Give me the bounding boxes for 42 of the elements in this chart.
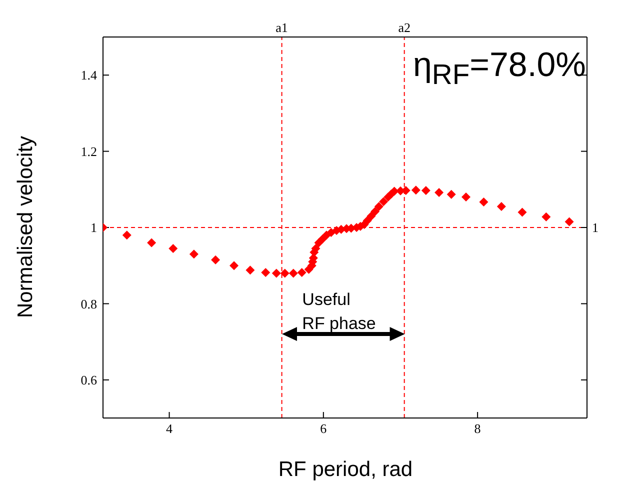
x-tick-label: 6 [320,421,328,436]
point [462,192,470,202]
point [272,268,281,278]
point [122,230,132,240]
ref-line-label: 1 [592,220,598,236]
y-tick-label: 1 [90,220,97,236]
point [297,268,306,277]
point [366,212,376,221]
point [479,197,488,206]
x-tick-label: 4 [166,421,174,436]
y-tick-label: 0.8 [80,296,97,312]
point [147,238,156,248]
y-tick-label: 1.2 [80,144,97,159]
y-tick-label: 1.4 [80,68,98,83]
annotation: Useful RF phase [302,289,376,336]
point [246,266,255,275]
x-tick-label: 8 [474,421,481,436]
y-axis-title: Normalised velocity [14,136,38,318]
point [288,268,298,278]
point [370,207,380,216]
point [362,216,372,226]
point [280,268,290,278]
point [446,190,456,199]
annotation: η$_{RF}$=78.0% [412,46,586,92]
point [542,212,551,222]
point [564,217,574,226]
point [421,186,430,196]
y-tick-label: 0.6 [80,372,98,388]
ref-line-label: a1 [276,20,288,35]
point [496,202,506,212]
point [261,268,270,277]
point [434,188,444,197]
point [518,208,527,217]
point [379,197,388,206]
point [168,244,178,253]
point [411,186,420,195]
point [189,250,198,259]
point [211,255,220,264]
point [374,202,384,212]
point [230,261,239,270]
x-axis-title: RF period, rad [277,458,414,482]
ref-line-label: a2 [398,20,410,35]
